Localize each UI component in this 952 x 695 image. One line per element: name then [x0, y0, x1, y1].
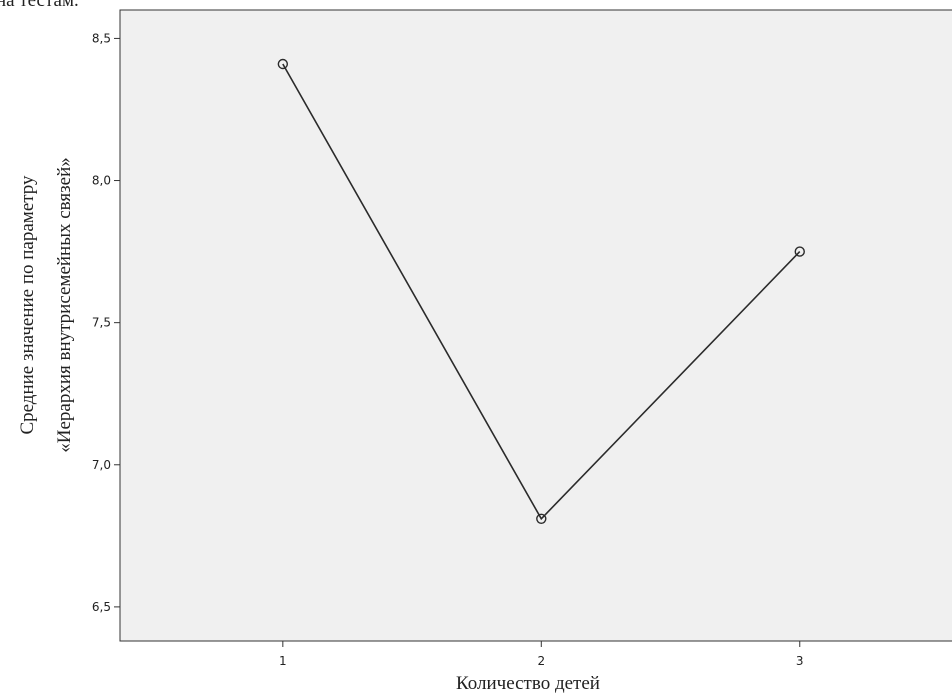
x-axis: 1 2 3	[279, 641, 804, 668]
y-axis-title-line1: Средние значение по параметру	[17, 175, 38, 435]
data-point	[794, 246, 805, 257]
series-line	[282, 63, 801, 521]
y-tick-label: 8,0	[92, 174, 111, 188]
top-text-fragment: на тестам.	[0, 0, 79, 11]
y-tick-label: 7,5	[92, 316, 111, 330]
data-point	[536, 513, 547, 524]
y-tick-label: 6,5	[92, 600, 111, 614]
y-tick-label: 7,0	[92, 458, 111, 472]
plot-area	[119, 9, 952, 642]
series-group	[277, 58, 805, 524]
y-axis: 6,5 7,0 7,5 8,0 8,5	[92, 31, 120, 614]
x-axis-title: Количество детей	[456, 673, 600, 694]
x-tick-label: 1	[279, 654, 287, 668]
data-point	[277, 58, 289, 70]
x-tick-label: 2	[537, 654, 545, 668]
y-axis-title-line2: «Иерархия внутрисемейных связей»	[54, 157, 75, 453]
y-tick-label: 8,5	[92, 31, 111, 45]
x-tick-label: 3	[796, 654, 804, 668]
